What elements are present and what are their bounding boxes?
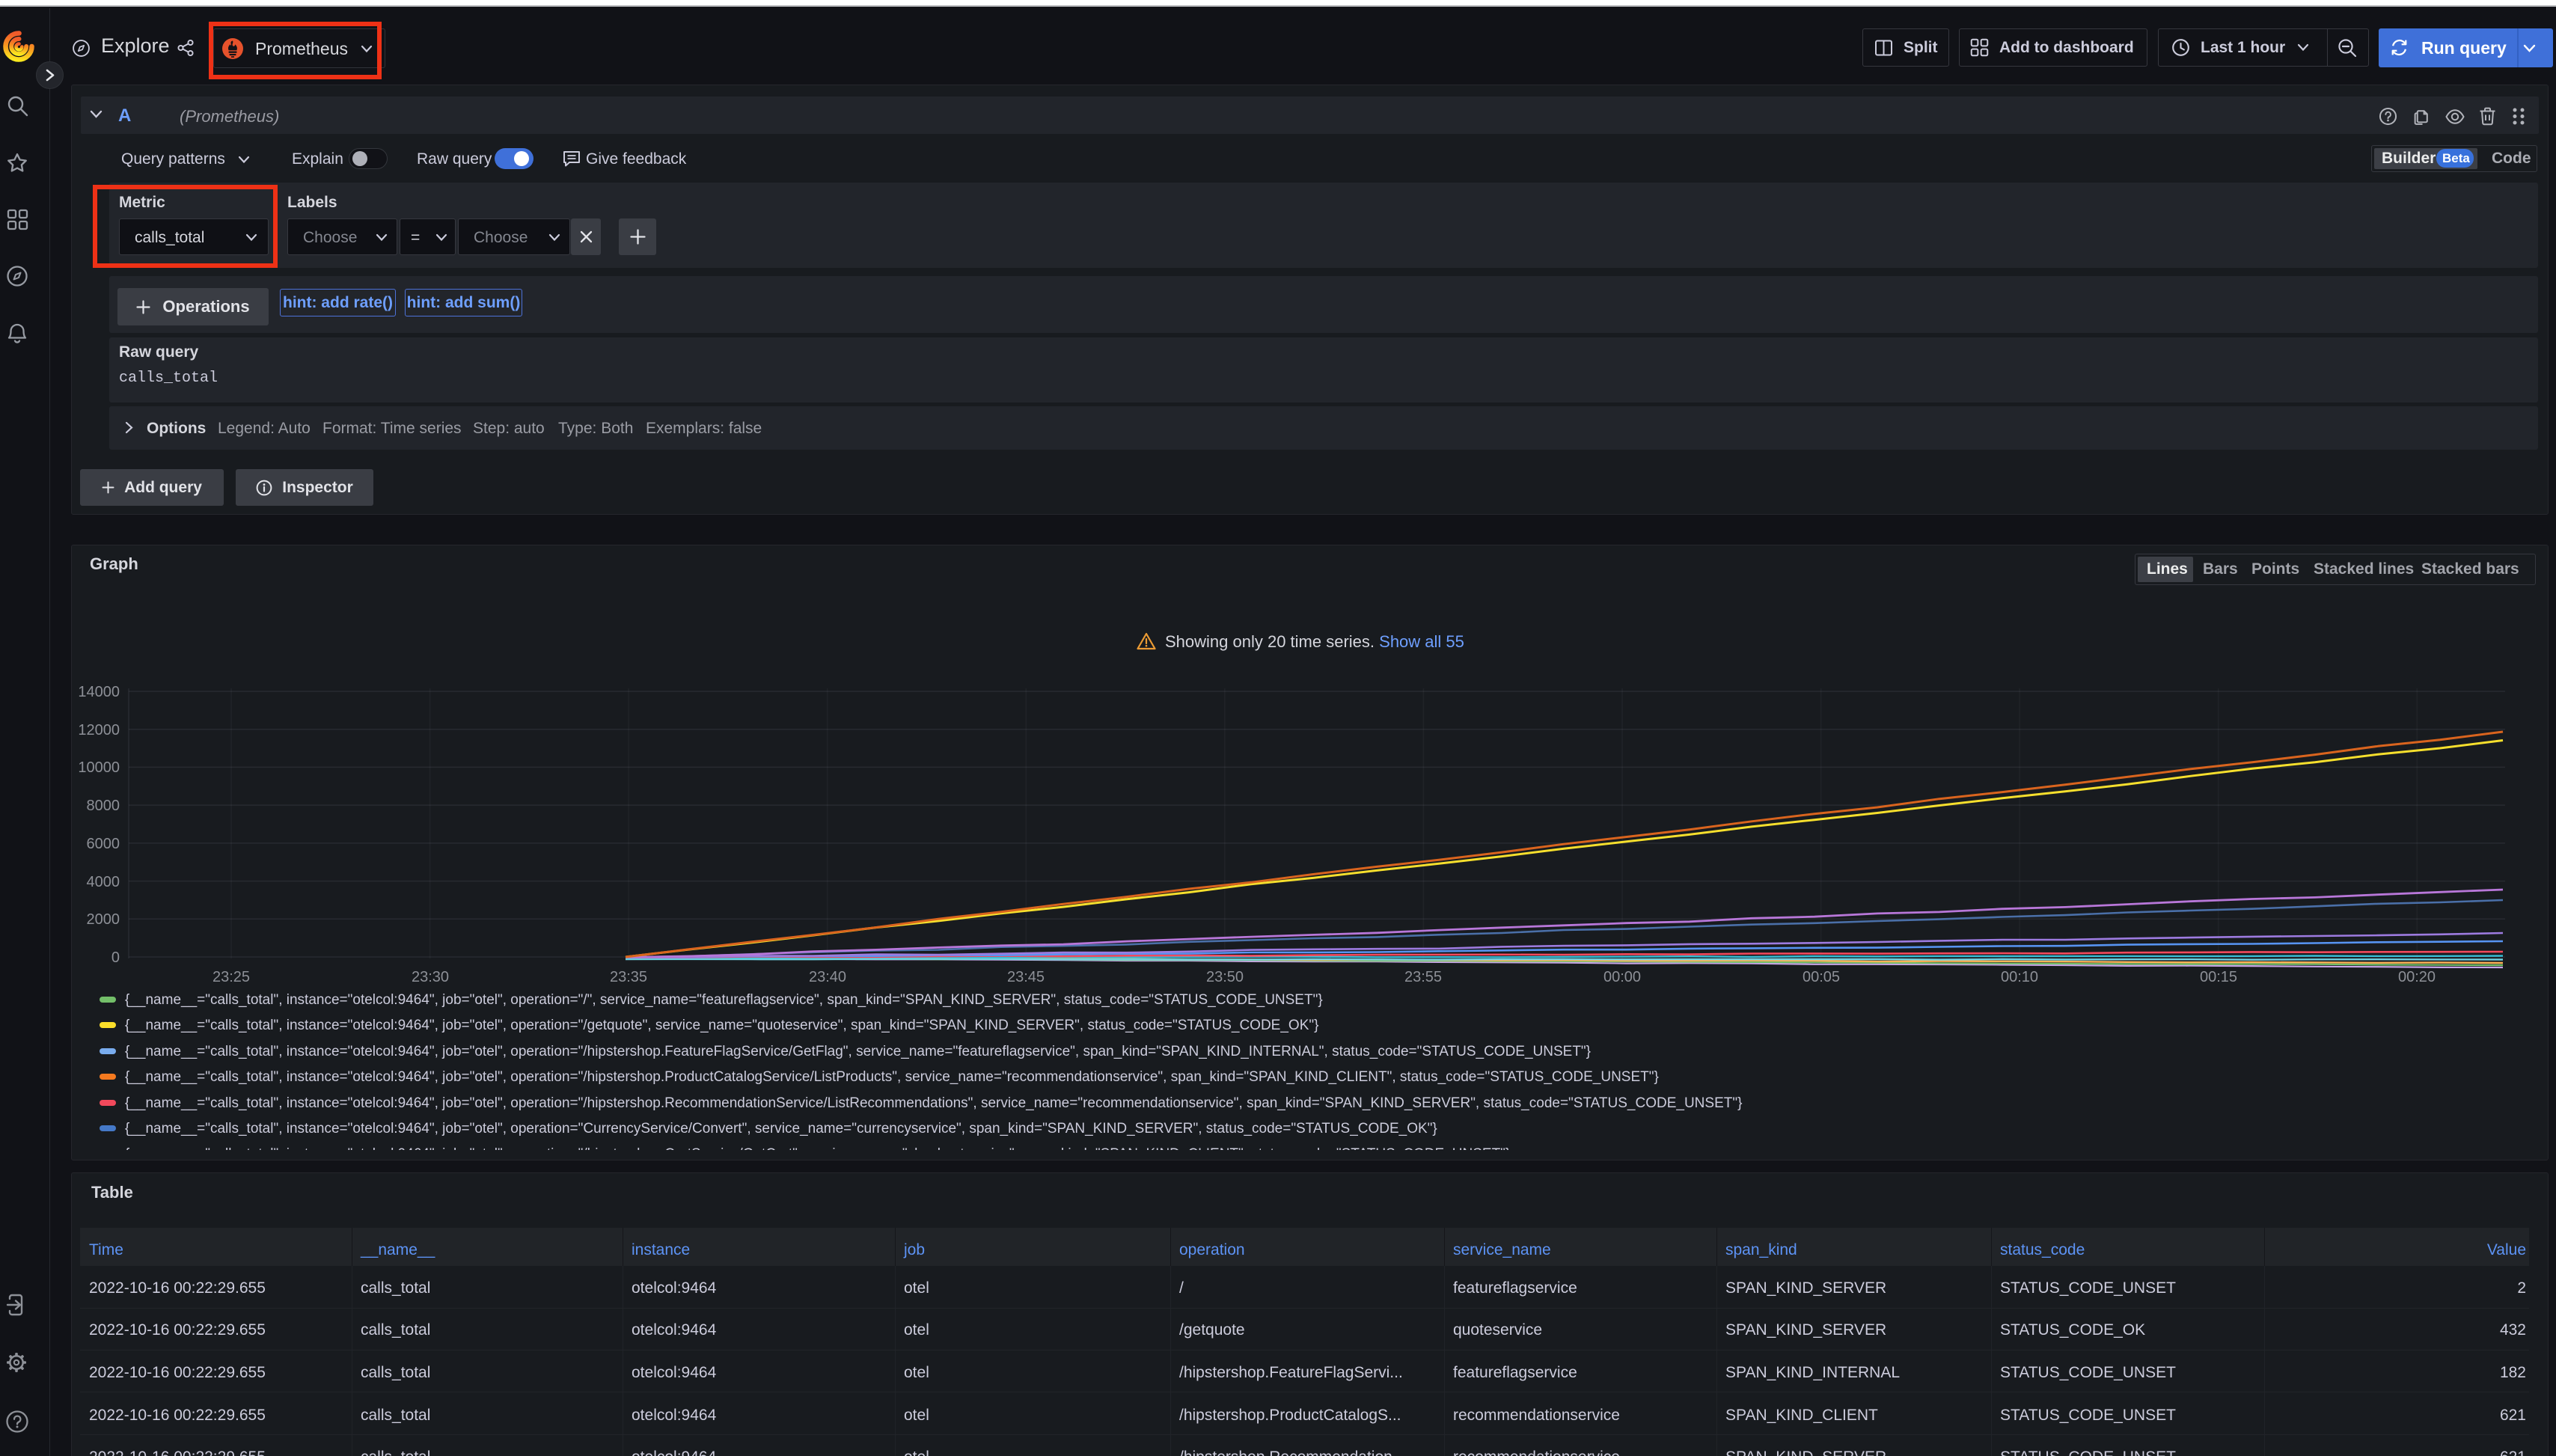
svg-text:23:45: 23:45 — [1007, 969, 1045, 985]
svg-text:23:55: 23:55 — [1404, 969, 1442, 985]
svg-text:6000: 6000 — [87, 836, 120, 852]
svg-text:00:05: 00:05 — [1803, 969, 1840, 985]
svg-text:8000: 8000 — [87, 798, 120, 814]
svg-text:23:50: 23:50 — [1206, 969, 1244, 985]
svg-text:23:25: 23:25 — [213, 969, 250, 985]
svg-text:00:15: 00:15 — [2200, 969, 2237, 985]
svg-text:23:30: 23:30 — [412, 969, 449, 985]
svg-text:00:00: 00:00 — [1603, 969, 1641, 985]
svg-text:2000: 2000 — [87, 911, 120, 928]
svg-text:23:40: 23:40 — [809, 969, 846, 985]
svg-text:00:10: 00:10 — [2001, 969, 2038, 985]
svg-text:12000: 12000 — [78, 722, 120, 738]
svg-text:4000: 4000 — [87, 874, 120, 890]
svg-text:0: 0 — [111, 949, 120, 966]
svg-text:23:35: 23:35 — [610, 969, 647, 985]
svg-text:10000: 10000 — [78, 759, 120, 776]
svg-text:00:20: 00:20 — [2398, 969, 2436, 985]
svg-text:14000: 14000 — [78, 684, 120, 700]
